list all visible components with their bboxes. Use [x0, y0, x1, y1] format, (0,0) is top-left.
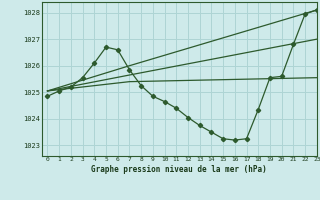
- X-axis label: Graphe pression niveau de la mer (hPa): Graphe pression niveau de la mer (hPa): [91, 165, 267, 174]
